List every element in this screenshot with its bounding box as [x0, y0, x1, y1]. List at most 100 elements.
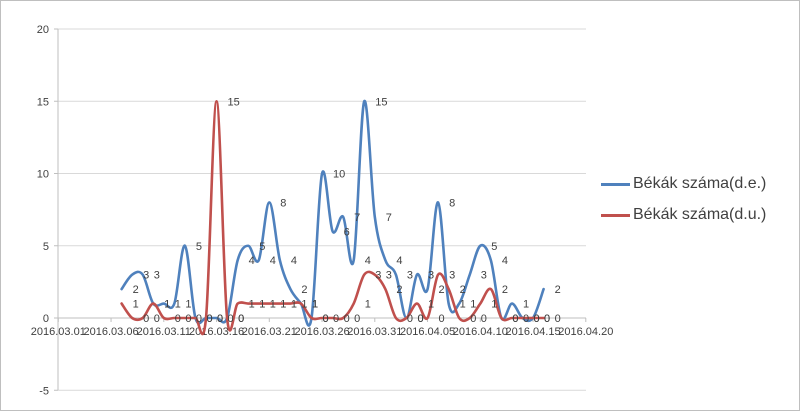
- data-label: 0: [544, 313, 550, 325]
- data-label: 0: [512, 313, 518, 325]
- legend-item-de: Békák száma(d.e.): [601, 175, 766, 193]
- data-label: 3: [481, 270, 487, 282]
- y-tick-label: 20: [37, 24, 49, 36]
- y-tick-label: 10: [37, 169, 49, 181]
- data-label: 0: [333, 313, 339, 325]
- data-label: 0: [175, 313, 181, 325]
- data-label: 2: [133, 284, 139, 296]
- x-tick-label: 2016.03.31: [347, 326, 402, 338]
- data-label: 1: [491, 299, 497, 311]
- legend-item-du: Békák száma(d.u.): [601, 206, 766, 224]
- data-label: 0: [206, 313, 212, 325]
- x-tick-label: 2016.03.26: [295, 326, 350, 338]
- x-tick-label: 2016.03.06: [84, 326, 139, 338]
- data-label: 4: [502, 255, 508, 267]
- data-label: 15: [375, 96, 387, 108]
- x-tick-label: 2016.04.10: [453, 326, 508, 338]
- data-label: 4: [291, 255, 297, 267]
- series-line-du: [120, 99, 545, 336]
- data-label: 0: [544, 313, 550, 325]
- legend-label-du: Békák száma(d.u.): [633, 206, 767, 223]
- data-label: 2: [396, 284, 402, 296]
- data-label: 1: [259, 299, 265, 311]
- data-label: 7: [386, 212, 392, 224]
- data-label: 3: [386, 270, 392, 282]
- x-tick-label: 2016.03.16: [189, 326, 244, 338]
- data-label: 1: [301, 299, 307, 311]
- data-label: 0: [228, 313, 234, 325]
- data-label: 1: [270, 299, 276, 311]
- data-label: 4: [249, 255, 255, 267]
- data-label: 3: [428, 270, 434, 282]
- data-label: 1: [133, 299, 139, 311]
- data-label: 0: [417, 313, 423, 325]
- data-label: 0: [217, 313, 223, 325]
- data-label: 0: [439, 313, 445, 325]
- data-label: 1: [164, 299, 170, 311]
- data-label: 0: [534, 313, 540, 325]
- data-label: 1: [460, 299, 466, 311]
- data-label: 1: [428, 299, 434, 311]
- data-label: 1: [312, 299, 318, 311]
- data-label: 4: [270, 255, 276, 267]
- data-label: 1: [175, 299, 181, 311]
- data-label: 0: [196, 313, 202, 325]
- data-label: 0: [238, 313, 244, 325]
- data-label: 0: [185, 313, 191, 325]
- data-label: 2: [301, 284, 307, 296]
- x-tick-label: 2016.04.05: [400, 326, 455, 338]
- data-label: 0: [481, 313, 487, 325]
- data-label: 0: [512, 313, 518, 325]
- y-tick-label: 5: [43, 241, 49, 253]
- data-label: 10: [333, 169, 345, 181]
- data-label: 0: [354, 313, 360, 325]
- chart-legend: Békák száma(d.e.) Békák száma(d.u.): [601, 175, 766, 224]
- data-label: 0: [470, 313, 476, 325]
- data-label: 0: [206, 313, 212, 325]
- data-label: 0: [534, 313, 540, 325]
- data-label: 3: [407, 270, 413, 282]
- data-label: 6: [344, 226, 350, 238]
- data-label: 1: [365, 299, 371, 311]
- data-label: 1: [164, 299, 170, 311]
- data-label: 0: [217, 313, 223, 325]
- data-label: 0: [523, 313, 529, 325]
- data-label: 3: [449, 270, 455, 282]
- data-label: 0: [407, 313, 413, 325]
- x-tick-label: 2016.03.11: [137, 326, 191, 338]
- data-label: 1: [312, 299, 318, 311]
- data-label: 1: [185, 299, 191, 311]
- y-tick-label: 0: [43, 313, 49, 325]
- data-label: 0: [417, 313, 423, 325]
- data-label: 5: [491, 241, 497, 253]
- data-label: 3: [143, 270, 149, 282]
- x-tick-label: 2016.04.20: [558, 326, 613, 338]
- data-label: 15: [228, 96, 240, 108]
- legend-label-de: Békák száma(d.e.): [633, 175, 767, 192]
- data-label: 0: [238, 313, 244, 325]
- data-label: 0: [154, 313, 160, 325]
- data-label: 4: [396, 255, 402, 267]
- data-label: 0: [555, 313, 561, 325]
- data-label: 1: [470, 299, 476, 311]
- data-label: 5: [259, 241, 265, 253]
- data-label: 1: [523, 299, 529, 311]
- x-tick-label: 2016.03.01: [31, 326, 86, 338]
- legend-line-swatch-red: [601, 213, 630, 217]
- data-label: 2: [460, 284, 466, 296]
- data-label: 3: [154, 270, 160, 282]
- data-label: 0: [323, 313, 329, 325]
- legend-line-swatch-blue: [601, 182, 630, 186]
- y-tick-label: 15: [37, 96, 49, 108]
- data-label: 1: [280, 299, 286, 311]
- data-label: 1: [249, 299, 255, 311]
- x-tick-label: 2016.03.21: [242, 326, 297, 338]
- series-line-de: [120, 99, 545, 327]
- data-label: 7: [354, 212, 360, 224]
- data-label: 2: [439, 284, 445, 296]
- data-label: 3: [375, 270, 381, 282]
- y-tick-label: -5: [39, 385, 49, 397]
- data-label: 1: [291, 299, 297, 311]
